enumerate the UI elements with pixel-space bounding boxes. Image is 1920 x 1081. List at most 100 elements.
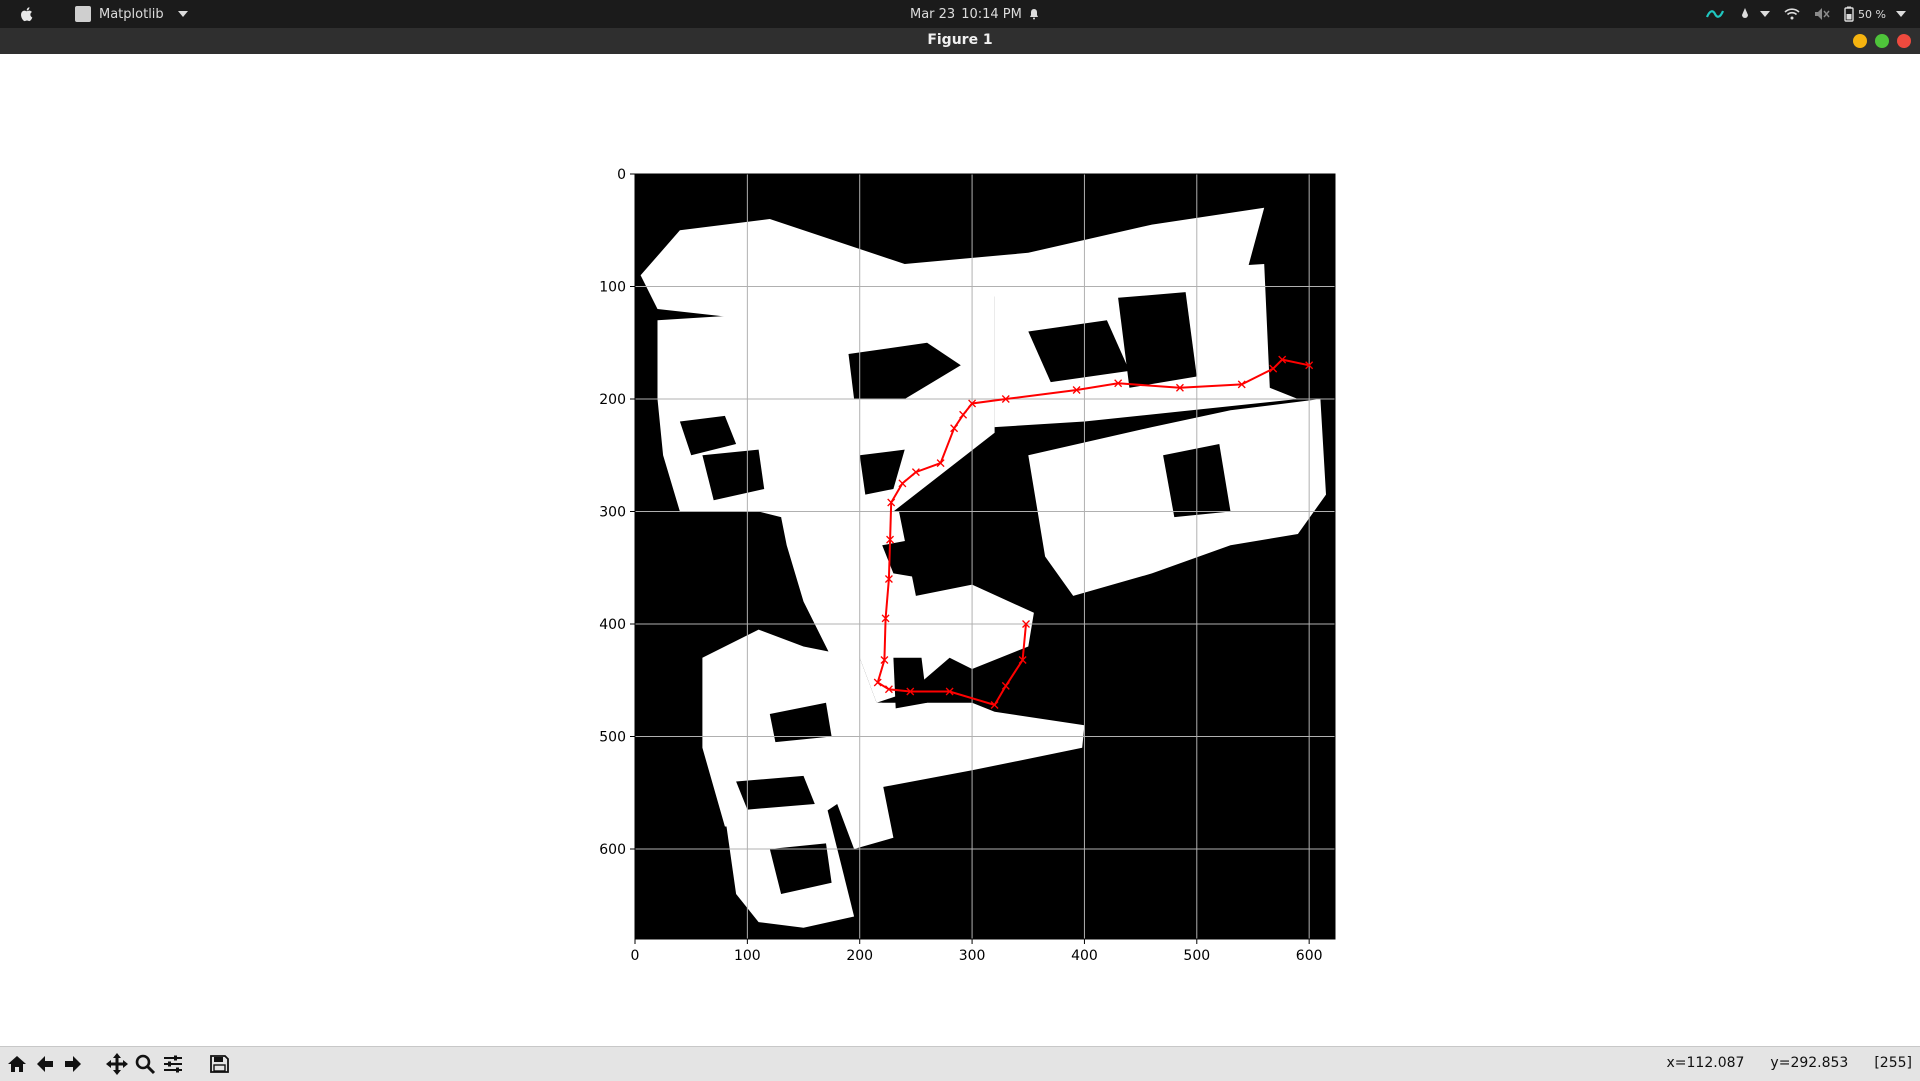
window-title: Figure 1 [927,32,993,48]
obstacle-region-8 [893,657,928,709]
app-name: Matplotlib [99,6,164,22]
pan-icon [106,1053,128,1075]
system-top-bar: Matplotlib Mar 23 10:14 PM [0,0,1920,28]
app-menu[interactable]: Matplotlib [75,0,188,28]
chevron-down-icon[interactable] [1760,11,1771,17]
chevron-down-icon[interactable] [1896,11,1906,17]
path-marker-6 [1072,386,1081,394]
save-button[interactable] [205,1050,233,1078]
free-space-region-7 [837,702,894,849]
obstacle-region-11 [702,449,765,501]
path-marker-2 [1269,364,1278,373]
obstacle-region-10 [769,843,832,894]
path-marker-14 [887,498,896,507]
path-marker-24 [1001,681,1010,690]
obstacle-region-6 [882,528,984,579]
path-marker-10 [950,424,959,433]
axes-frame [634,173,1336,940]
free-space-region-0 [640,207,1265,321]
zoom-button[interactable] [131,1050,159,1078]
y-tick-label-200: 200 [599,392,626,408]
x-tick-label-500: 500 [1183,948,1210,964]
cursor-readout: x=112.087 y=292.853 [255] [1667,1055,1913,1071]
plot-figure[interactable]: 0 100 200 300 400 500 600 0 100 200 300 400 500 600 [0,54,1920,1046]
pan-button[interactable] [103,1050,131,1078]
x-tick-label-600: 600 [1296,948,1323,964]
minimize-button[interactable] [1853,34,1867,48]
volume-muted-icon[interactable] [1814,7,1830,21]
path-marker-26 [1022,620,1030,628]
path-marker-13 [898,479,907,488]
system-tray: 50 % [1706,0,1906,28]
close-button[interactable] [1897,34,1911,48]
dropper-icon[interactable] [1738,7,1752,21]
axis-ticks: 0 100 200 300 400 500 600 0 100 200 300 400 500 600 [599,167,1322,964]
path-series [873,355,1314,709]
obstacle-region-1 [1028,320,1130,383]
path-marker-16 [884,575,893,583]
path-marker-7 [1001,395,1010,403]
path-marker-9 [959,410,968,419]
obstacle-region-3 [679,415,737,456]
path-marker-8 [968,399,977,408]
window-title-bar[interactable]: Figure 1 [0,28,1920,54]
time-label: 10:14 PM [961,6,1022,22]
battery-icon [1844,6,1854,22]
x-tick-label-200: 200 [846,948,873,964]
chevron-down-icon [177,11,188,17]
y-tick-label-600: 600 [599,842,626,858]
x-tick-label-100: 100 [734,948,761,964]
navigation-toolbar: x=112.087 y=292.853 [255] [0,1046,1920,1081]
x-tick-label-400: 400 [1071,948,1098,964]
path-marker-23 [990,701,999,709]
configure-subplots-icon [164,1055,182,1073]
path-marker-0 [1305,361,1314,370]
path-marker-15 [886,535,895,544]
obstacle-region-0 [848,342,961,399]
x-tick-label-300: 300 [959,948,986,964]
path-marker-21 [906,687,915,696]
obstacle-region-4 [859,449,905,495]
y-tick-label-300: 300 [599,505,626,521]
forward-button[interactable] [59,1050,87,1078]
coord-y: y=292.853 [1770,1055,1849,1071]
pixel-value: [255] [1874,1055,1912,1071]
x-tick-label-0: 0 [631,948,640,964]
obstacle-region-7 [769,702,832,743]
path-marker-19 [873,678,882,687]
occupancy-map [635,174,1335,939]
save-icon [210,1055,229,1073]
path-marker-12 [911,468,920,477]
obstacle-region-9 [736,775,815,810]
path-marker-17 [881,614,890,623]
figure-canvas[interactable]: 0 100 200 300 400 500 600 0 100 200 300 400 500 600 [0,54,1920,1046]
clock[interactable]: Mar 23 10:14 PM [910,0,1040,28]
home-icon [8,1056,26,1072]
path-marker-5 [1114,379,1123,388]
apple-logo-icon[interactable] [18,5,36,23]
configure-subplots-button[interactable] [159,1050,187,1078]
zoom-icon [135,1054,156,1075]
back-button[interactable] [31,1050,59,1078]
path-marker-11 [936,459,945,468]
path-marker-18 [880,656,889,664]
maximize-button[interactable] [1875,34,1889,48]
path-marker-25 [1018,656,1027,664]
y-tick-label-100: 100 [599,280,626,296]
path-marker-20 [884,685,893,694]
path-marker-4 [1175,383,1184,392]
y-tick-label-0: 0 [617,167,626,183]
forward-arrow-icon [65,1056,81,1072]
y-tick-label-400: 400 [599,617,626,633]
wifi-icon[interactable] [1784,8,1800,20]
path-marker-22 [945,687,954,696]
path-marker-3 [1237,380,1246,389]
matplotlib-app-icon [75,6,91,22]
date-label: Mar 23 [910,6,956,22]
home-button[interactable] [3,1050,31,1078]
battery-percent: 50 % [1858,7,1886,21]
app-indicator-icon[interactable] [1706,8,1725,20]
obstacle-region-2 [1118,292,1197,388]
battery-indicator[interactable]: 50 % [1844,6,1886,22]
y-tick-label-500: 500 [599,730,626,746]
